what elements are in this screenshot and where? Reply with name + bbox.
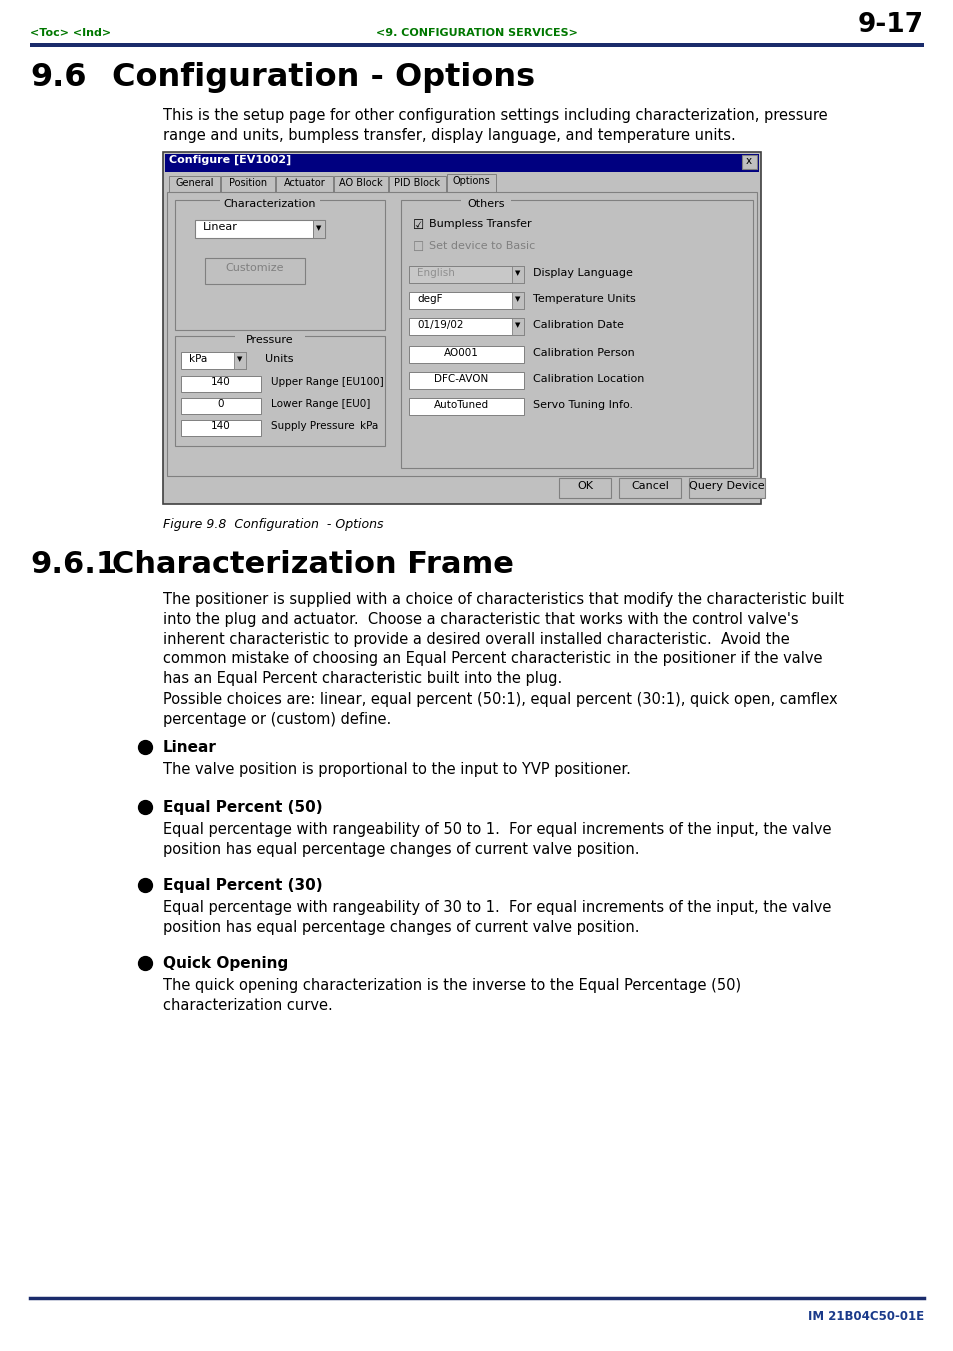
Bar — [409, 266, 523, 282]
Text: AO001: AO001 — [443, 349, 478, 358]
Text: Bumpless Transfer: Bumpless Transfer — [429, 219, 531, 230]
Bar — [181, 376, 261, 392]
Bar — [512, 266, 523, 282]
Text: Others: Others — [467, 199, 504, 209]
Text: Calibration Location: Calibration Location — [533, 374, 643, 384]
Text: Configure [EV1002]: Configure [EV1002] — [169, 155, 291, 165]
Text: Pressure: Pressure — [246, 335, 294, 345]
Bar — [30, 43, 923, 47]
Bar — [558, 478, 610, 499]
Text: Cancel: Cancel — [630, 481, 668, 490]
Text: General: General — [175, 178, 213, 188]
Text: Configuration - Options: Configuration - Options — [112, 62, 535, 93]
Text: 140: 140 — [211, 377, 231, 386]
Text: Options: Options — [452, 176, 490, 186]
Bar — [174, 200, 385, 330]
Text: Upper Range [EU100]: Upper Range [EU100] — [271, 377, 383, 386]
Text: Units: Units — [265, 354, 294, 363]
Bar — [334, 176, 388, 192]
Bar — [512, 317, 523, 335]
Text: <9. CONFIGURATION SERVICES>: <9. CONFIGURATION SERVICES> — [375, 28, 578, 38]
Text: Actuator: Actuator — [283, 178, 325, 188]
Text: English: English — [416, 267, 455, 278]
Text: Equal percentage with rangeability of 50 to 1.  For equal increments of the inpu: Equal percentage with rangeability of 50… — [163, 821, 831, 857]
Text: 9.6: 9.6 — [30, 62, 87, 93]
Bar — [688, 478, 764, 499]
Bar — [194, 220, 325, 238]
Text: Figure 9.8  Configuration  - Options: Figure 9.8 Configuration - Options — [163, 517, 383, 531]
Text: Quick Opening: Quick Opening — [163, 957, 288, 971]
Text: 140: 140 — [211, 422, 231, 431]
Text: Equal Percent (30): Equal Percent (30) — [163, 878, 322, 893]
Text: Position: Position — [229, 178, 267, 188]
Bar — [181, 420, 261, 436]
Text: Possible choices are: linear, equal percent (50:1), equal percent (30:1), quick : Possible choices are: linear, equal perc… — [163, 692, 837, 727]
Text: The quick opening characterization is the inverse to the Equal Percentage (50)
c: The quick opening characterization is th… — [163, 978, 740, 1013]
Text: 9-17: 9-17 — [857, 12, 923, 38]
Bar — [409, 372, 523, 389]
Bar — [275, 176, 333, 192]
Bar — [460, 199, 511, 209]
Text: Set device to Basic: Set device to Basic — [429, 240, 535, 251]
Text: Calibration Person: Calibration Person — [533, 349, 634, 358]
Bar — [221, 176, 274, 192]
Text: IM 21B04C50-01E: IM 21B04C50-01E — [807, 1310, 923, 1323]
Bar — [741, 155, 757, 169]
Bar — [163, 153, 760, 504]
Text: Equal Percent (50): Equal Percent (50) — [163, 800, 322, 815]
Bar — [233, 353, 246, 369]
Text: kPa: kPa — [359, 422, 377, 431]
Text: Customize: Customize — [226, 263, 284, 273]
Bar — [389, 176, 446, 192]
Text: 0: 0 — [217, 399, 224, 409]
Bar — [205, 258, 305, 284]
Text: degF: degF — [416, 295, 442, 304]
Text: Lower Range [EU0]: Lower Range [EU0] — [271, 399, 370, 409]
Text: ▼: ▼ — [515, 296, 520, 303]
Text: Calibration Date: Calibration Date — [533, 320, 623, 330]
Bar — [165, 154, 759, 172]
Text: DFC-AVON: DFC-AVON — [434, 374, 488, 384]
Bar — [181, 399, 261, 413]
Bar — [181, 353, 246, 369]
Text: The positioner is supplied with a choice of characteristics that modify the char: The positioner is supplied with a choice… — [163, 592, 843, 686]
Text: <Toc> <Ind>: <Toc> <Ind> — [30, 28, 111, 38]
Text: Equal percentage with rangeability of 30 to 1.  For equal increments of the inpu: Equal percentage with rangeability of 30… — [163, 900, 830, 935]
Text: 9.6.1: 9.6.1 — [30, 550, 117, 580]
Bar — [220, 199, 319, 209]
Bar — [169, 176, 220, 192]
Text: Linear: Linear — [203, 222, 237, 232]
Text: The valve position is proportional to the input to YVP positioner.: The valve position is proportional to th… — [163, 762, 630, 777]
Bar — [400, 200, 752, 467]
Text: Linear: Linear — [163, 740, 216, 755]
Bar — [409, 346, 523, 363]
Text: Display Language: Display Language — [533, 267, 632, 278]
Bar — [409, 292, 523, 309]
Text: Characterization: Characterization — [224, 199, 315, 209]
Text: ☑: ☑ — [413, 219, 424, 232]
Text: Query Device: Query Device — [688, 481, 764, 490]
Bar — [512, 292, 523, 309]
Text: 01/19/02: 01/19/02 — [416, 320, 463, 330]
Text: ▼: ▼ — [515, 322, 520, 328]
Text: AO Block: AO Block — [339, 178, 382, 188]
Bar — [234, 335, 305, 346]
Text: Temperature Units: Temperature Units — [533, 295, 635, 304]
Text: ▼: ▼ — [237, 357, 242, 362]
Text: ▼: ▼ — [316, 226, 321, 231]
Bar — [313, 220, 325, 238]
Text: This is the setup page for other configuration settings including characterizati: This is the setup page for other configu… — [163, 108, 827, 143]
Text: Servo Tuning Info.: Servo Tuning Info. — [533, 400, 633, 409]
Text: Supply Pressure: Supply Pressure — [271, 422, 355, 431]
Bar — [618, 478, 680, 499]
Text: Characterization Frame: Characterization Frame — [112, 550, 514, 580]
Text: kPa: kPa — [189, 354, 207, 363]
Text: x: x — [745, 155, 751, 166]
Text: PID Block: PID Block — [395, 178, 440, 188]
Text: ▼: ▼ — [515, 270, 520, 276]
Bar — [174, 336, 385, 446]
Bar — [167, 192, 757, 476]
Bar — [409, 317, 523, 335]
Text: AutoTuned: AutoTuned — [433, 400, 488, 409]
Bar — [409, 399, 523, 415]
